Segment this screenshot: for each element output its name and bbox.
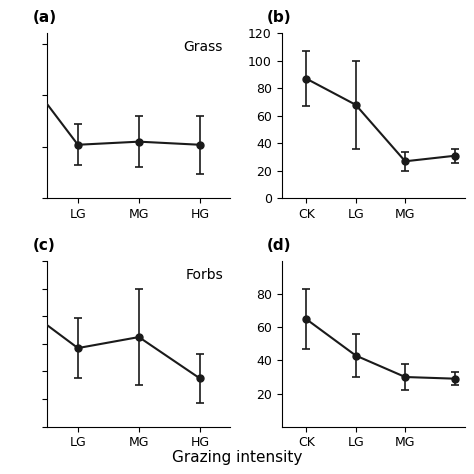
Text: (b): (b) [267, 10, 292, 25]
Text: Grazing intensity: Grazing intensity [172, 449, 302, 465]
Text: (d): (d) [267, 238, 292, 253]
Text: (a): (a) [33, 10, 57, 25]
Text: (c): (c) [33, 238, 55, 253]
Text: Grass: Grass [183, 40, 223, 54]
Text: Forbs: Forbs [185, 268, 223, 282]
